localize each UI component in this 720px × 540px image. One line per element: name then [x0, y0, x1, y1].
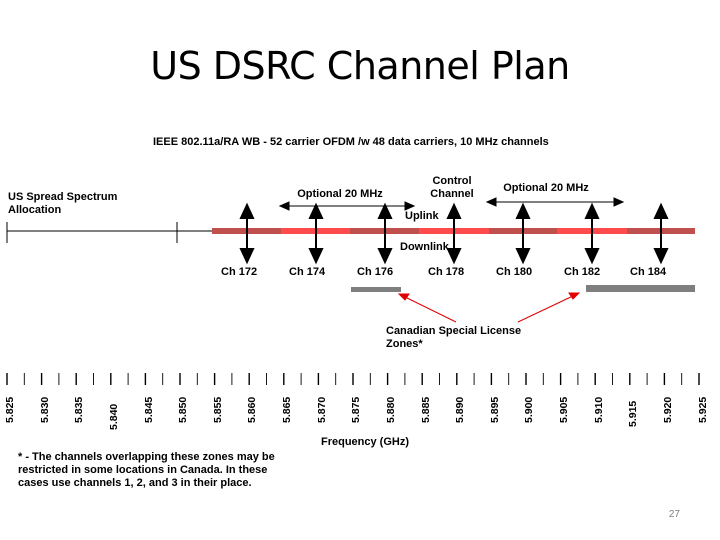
optional-20mhz-left-label: Optional 20 MHz — [297, 188, 383, 200]
frequency-label-5905: 5.905 — [558, 396, 570, 423]
frequency-label-5885: 5.885 — [420, 396, 432, 423]
frequency-label-5880: 5.880 — [385, 396, 397, 423]
spread-spectrum-label: US Spread Spectrum Allocation — [8, 191, 118, 216]
optional-20mhz-right-label: Optional 20 MHz — [503, 182, 589, 194]
frequency-label-5845: 5.845 — [143, 396, 155, 423]
channel-arrow-174 — [308, 202, 324, 265]
canadian-zone-pointer-right — [517, 292, 581, 323]
channel-label-184: Ch 184 — [630, 266, 667, 278]
channel-arrow-180 — [515, 202, 531, 265]
uplink-label: Uplink — [405, 210, 439, 222]
canadian-zones-label: Canadian Special License Zones* — [386, 325, 522, 350]
optional-20mhz-left-range — [278, 201, 416, 211]
channel-label-178: Ch 178 — [428, 266, 465, 278]
frequency-label-5840: 5.840 — [108, 403, 120, 430]
frequency-label-5910: 5.910 — [593, 396, 605, 423]
channel-arrow-178 — [446, 202, 462, 265]
channel-label-176: Ch 176 — [357, 266, 394, 278]
frequency-label-5825: 5.825 — [4, 396, 16, 423]
control-channel-label: Control Channel — [430, 175, 474, 200]
frequency-label-5835: 5.835 — [73, 396, 85, 423]
channel-label-182: Ch 182 — [564, 266, 601, 278]
frequency-label-5890: 5.890 — [454, 396, 466, 423]
channel-arrow-182 — [584, 202, 600, 265]
slide-number: 27 — [668, 509, 680, 520]
axis-title: Frequency (GHz) — [320, 436, 409, 448]
channel-arrow-172 — [239, 202, 255, 265]
canadian-zone-left — [351, 287, 401, 292]
frequency-label-5875: 5.875 — [350, 396, 362, 423]
frequency-label-5850: 5.850 — [177, 396, 189, 423]
channel-label-180: Ch 180 — [496, 266, 533, 278]
channel-arrow-184 — [653, 202, 669, 265]
downlink-label: Downlink — [400, 241, 449, 253]
frequency-axis — [6, 373, 700, 385]
frequency-label-5900: 5.900 — [523, 396, 535, 423]
channel-label-172: Ch 172 — [221, 266, 258, 278]
frequency-label-5895: 5.895 — [489, 396, 501, 423]
frequency-label-5915: 5.915 — [627, 400, 639, 427]
channel-label-174: Ch 174 — [289, 266, 326, 278]
frequency-label-5920: 5.920 — [662, 396, 674, 423]
frequency-label-5865: 5.865 — [281, 396, 293, 423]
frequency-label-5925: 5.925 — [697, 396, 709, 423]
frequency-label-5830: 5.830 — [39, 396, 51, 423]
frequency-label-5870: 5.870 — [316, 396, 328, 423]
channel-arrow-176 — [377, 202, 393, 265]
frequency-label-5860: 5.860 — [246, 396, 258, 423]
frequency-label-5855: 5.855 — [212, 396, 224, 423]
canadian-zone-right — [586, 285, 695, 292]
canadian-zone-pointer-left — [397, 293, 457, 323]
optional-20mhz-right-range — [485, 197, 625, 207]
subtitle: IEEE 802.11a/RA WB - 52 carrier OFDM /w … — [153, 136, 549, 148]
footnote: * - The channels overlapping these zones… — [18, 451, 275, 489]
slide-title: US DSRC Channel Plan — [150, 44, 570, 88]
